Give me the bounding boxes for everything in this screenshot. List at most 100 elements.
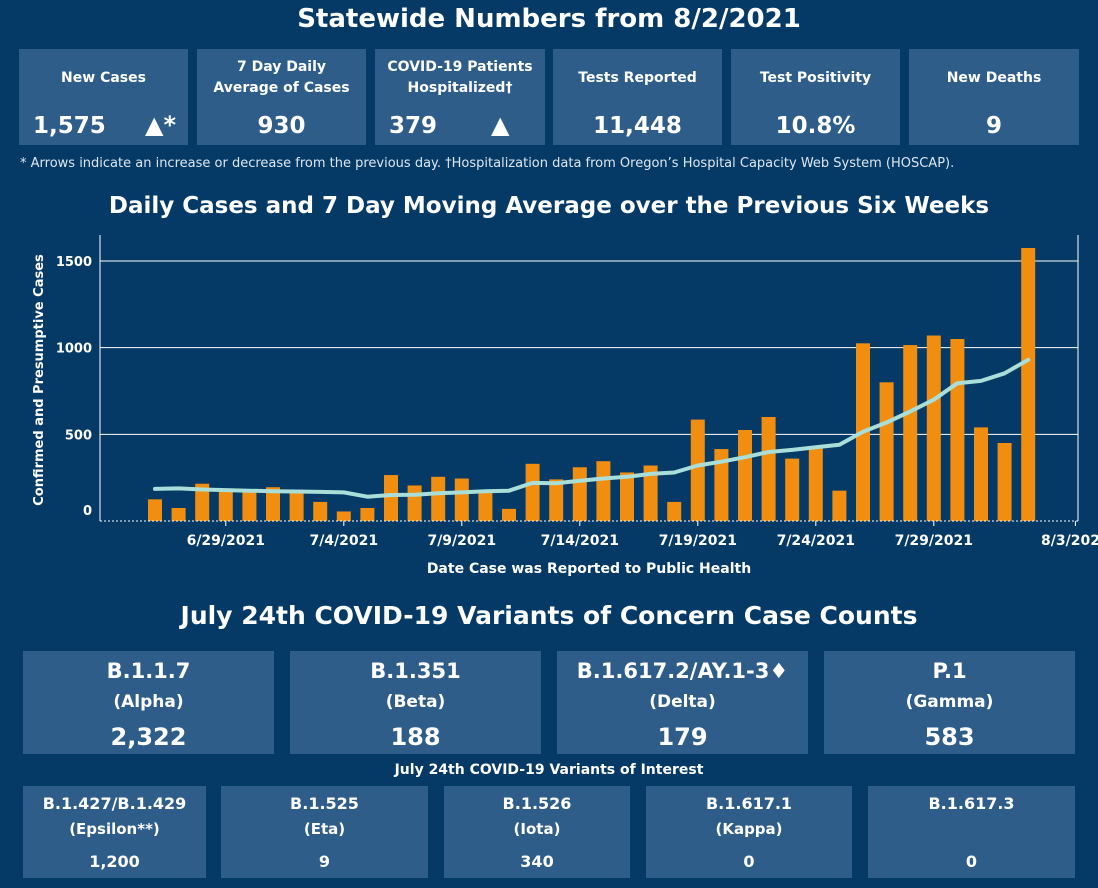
variant-label: (Gamma) xyxy=(905,692,994,712)
variant-name: B.1.1.7 xyxy=(106,659,191,683)
increase-arrow-icon: ▲ xyxy=(491,111,510,139)
variant-name: B.1.617.1 xyxy=(705,794,793,813)
voi-tile-b16173[interactable]: B.1.617.3 0 xyxy=(868,786,1075,878)
variant-count: 583 xyxy=(924,723,975,751)
stat-tests[interactable]: Tests Reported 11,448 xyxy=(553,49,722,145)
case-bar xyxy=(761,417,776,521)
variant-label: (Beta) xyxy=(385,692,446,712)
variant-label: (Kappa) xyxy=(715,820,783,838)
variant-name: B.1.525 xyxy=(290,794,359,813)
case-bar xyxy=(974,427,988,521)
case-bar xyxy=(1021,248,1036,521)
variant-name: B.1.617.2/AY.1-3♦ xyxy=(576,659,789,683)
voc-tile-gamma[interactable]: P.1 (Gamma) 583 xyxy=(824,651,1075,754)
case-bar xyxy=(266,487,280,521)
variant-count: 0 xyxy=(743,852,755,871)
case-bar xyxy=(785,458,800,521)
variant-count: 0 xyxy=(965,852,978,871)
case-bar xyxy=(454,478,469,521)
y-tick-label: 1000 xyxy=(56,342,92,357)
footnote: * Arrows indicate an increase or decreas… xyxy=(20,156,955,171)
y-tick-label: 0 xyxy=(83,504,92,519)
x-tick-label: 7/24/2021 xyxy=(777,533,855,549)
y-tick-label: 1500 xyxy=(56,255,92,270)
variant-label: (Delta) xyxy=(649,692,716,712)
stat-value: 930 xyxy=(257,113,306,139)
voi-tile-kappa[interactable]: B.1.617.1 (Kappa) 0 xyxy=(646,786,852,878)
case-bar xyxy=(903,345,918,521)
variant-count: 340 xyxy=(520,852,554,871)
voi-title: July 24th COVID-19 Variants of Interest xyxy=(394,762,704,778)
case-bar xyxy=(879,382,894,521)
variant-name: B.1.617.3 xyxy=(928,794,1015,813)
y-tick-label: 500 xyxy=(65,428,92,443)
case-bar xyxy=(926,335,941,521)
case-bar xyxy=(950,339,965,521)
case-bar xyxy=(997,443,1012,521)
case-bar xyxy=(289,489,304,521)
case-bar xyxy=(242,491,257,521)
case-bar xyxy=(738,430,752,521)
variant-name: B.1.351 xyxy=(370,659,461,683)
stat-value: 10.8% xyxy=(775,113,856,139)
case-bar xyxy=(360,508,375,521)
variant-name: P.1 xyxy=(932,659,967,683)
voc-tile-alpha[interactable]: B.1.1.7 (Alpha) 2,322 xyxy=(23,651,274,754)
x-tick-label: 6/29/2021 xyxy=(187,533,265,549)
variant-count: 1,200 xyxy=(89,852,140,871)
page-title: Statewide Numbers from 8/2/2021 xyxy=(297,4,801,34)
stat-label: Test Positivity xyxy=(759,70,872,86)
stat-avg-cases[interactable]: 7 Day Daily Average of Cases 930 xyxy=(197,49,366,145)
stat-value: 1,575 xyxy=(33,113,106,139)
stat-hospitalized[interactable]: COVID-19 Patients Hospitalized† 379 ▲ xyxy=(375,49,545,145)
case-bar xyxy=(384,475,398,521)
case-bar xyxy=(667,501,682,521)
stat-new-cases[interactable]: New Cases 1,575 ▲* xyxy=(19,49,188,145)
variant-count: 188 xyxy=(390,723,441,751)
case-bar xyxy=(808,446,823,521)
voi-tile-iota[interactable]: B.1.526 (Iota) 340 xyxy=(444,786,630,878)
case-bar xyxy=(572,467,587,521)
x-tick-label: 7/19/2021 xyxy=(659,533,737,549)
stat-positivity[interactable]: Test Positivity 10.8% xyxy=(731,49,900,145)
voi-tile-eta[interactable]: B.1.525 (Eta) 9 xyxy=(221,786,428,878)
variant-label: (Epsilon**) xyxy=(69,820,160,838)
case-bar xyxy=(478,489,493,521)
bars xyxy=(148,248,1036,521)
case-bar xyxy=(336,511,351,521)
case-bar xyxy=(171,508,186,521)
stat-deaths[interactable]: New Deaths 9 xyxy=(909,49,1079,145)
x-tick-label: 8/3/2021 xyxy=(1041,533,1098,549)
case-bar xyxy=(195,483,210,521)
case-bar xyxy=(643,465,658,521)
voc-tile-delta[interactable]: B.1.617.2/AY.1-3♦ (Delta) 179 xyxy=(557,651,808,754)
stat-value: 9 xyxy=(985,113,1002,139)
voi-tile-epsilon[interactable]: B.1.427/B.1.429 (Epsilon**) 1,200 xyxy=(23,786,206,878)
stat-value: 11,448 xyxy=(593,113,682,139)
stat-label: Tests Reported xyxy=(578,70,697,86)
case-bar xyxy=(596,461,611,521)
case-bar xyxy=(549,479,564,521)
stat-label: 7 Day Daily Average of Cases xyxy=(213,59,350,96)
case-bar xyxy=(313,501,328,521)
x-axis-label: Date Case was Reported to Public Health xyxy=(427,561,751,577)
x-tick-label: 7/14/2021 xyxy=(541,533,619,549)
stat-label: COVID-19 Patients Hospitalized† xyxy=(387,59,533,96)
variant-label: (Eta) xyxy=(303,820,346,838)
voc-tile-beta[interactable]: B.1.351 (Beta) 188 xyxy=(290,651,541,754)
case-bar xyxy=(502,508,516,521)
stat-value: 379 xyxy=(389,113,438,139)
y-axis-label: Confirmed and Presumptive Cases xyxy=(32,254,47,506)
case-bar xyxy=(832,490,847,521)
voc-title: July 24th COVID-19 Variants of Concern C… xyxy=(180,601,918,630)
chart-title: Daily Cases and 7 Day Moving Average ove… xyxy=(108,193,990,219)
increase-arrow-icon: ▲* xyxy=(145,111,177,139)
x-tick-label: 7/9/2021 xyxy=(427,533,496,549)
variant-count: 9 xyxy=(318,852,331,871)
case-bar xyxy=(218,490,233,521)
case-bar xyxy=(525,463,540,521)
case-bar xyxy=(620,472,634,521)
daily-cases-chart[interactable]: 0 500 1000 1500 6/29/2021 7/4/2021 7/9/2021 7/1… xyxy=(0,225,1098,585)
stat-label: New Cases xyxy=(61,70,146,86)
variant-count: 179 xyxy=(657,723,708,751)
